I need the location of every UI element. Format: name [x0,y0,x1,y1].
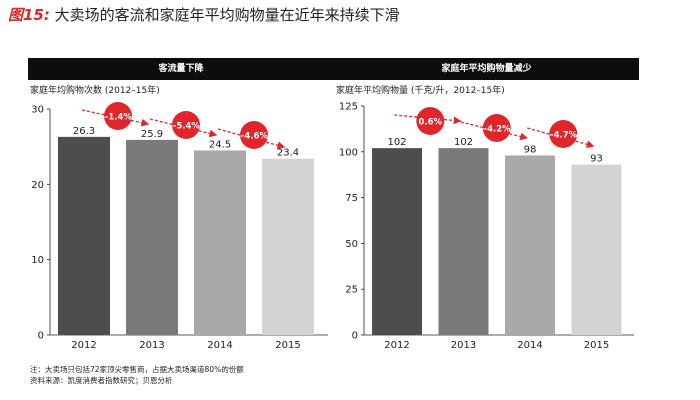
change-arrow [460,121,529,141]
change-label: –1.4% [104,113,132,123]
x-tick-label: 2015 [275,340,300,351]
y-tick-label: 0 [38,331,44,342]
change-label: –5.4% [172,122,200,132]
change-badge [482,114,511,142]
bar-value-label: 23.4 [277,148,299,159]
source-text: 资料来源：凯度消费者指数研究；贝恩分析 [30,376,173,385]
bar [438,148,489,335]
bar-chart-traffic: 0 10 20 30 26.3 2012 25.9 2013 24.5 2014 23.4 2015 –… [31,102,328,351]
change-badge [416,107,445,135]
bar-value-label: 25.9 [141,129,163,140]
x-tick-label: 2014 [517,340,542,351]
y-axis-label: 家庭年平均购物量 (千克/升，2012–15年) [336,86,505,96]
bar [372,148,422,335]
y-axis-label: 家庭年均购物次数 (2012–15年) [30,86,160,96]
bar-value-label: 24.5 [209,139,231,150]
x-tick-label: 2012 [71,340,96,351]
x-tick-label: 2015 [584,340,609,351]
bar [126,139,178,335]
figure-title: 图15: 大卖场的客流和家庭年平均购物量在近年来持续下滑 [8,4,400,25]
figure-title-text: 大卖场的客流和家庭年平均购物量在近年来持续下滑 [54,6,400,24]
bar [58,136,110,335]
change-label: –4.6% [240,132,268,142]
change-arrow [527,127,595,149]
bar-chart-volume: 0 25 50 75 100 125 102 2012 102 2013 98 2014 93 2015 0… [339,102,634,351]
chart-panel-purchase-volume: 家庭年平均购物量减少 家庭年平均购物量 (千克/升，2012–15年) 0 25 5… [334,58,639,358]
note-text: 注：大卖场只包括72家顶尖零售商，占据大卖场渠道80%的份额 [30,365,244,374]
panel-header: 客流量下降 [28,58,334,80]
change-arrow [394,114,462,125]
bar [194,150,246,335]
figure-number: 图15: [8,6,50,24]
bar [505,155,555,335]
bar-value-label: 102 [387,137,406,148]
x-tick-label: 2013 [139,340,164,351]
bar [262,158,314,335]
change-badge [172,111,200,139]
y-tick-label: 50 [345,239,358,250]
x-tick-label: 2014 [207,340,232,351]
y-tick-label: 75 [345,193,358,204]
bar-value-label: 93 [590,154,603,165]
bar-value-label: 98 [524,144,537,155]
change-badge [104,102,132,130]
bar-value-label: 26.3 [73,126,95,137]
y-tick-label: 25 [345,285,358,296]
y-tick-label: 0 [352,331,358,342]
chart-panel-customer-traffic: 客流量下降 家庭年均购物次数 (2012–15年) 0 10 20 30 26.3 201… [28,58,334,358]
change-arrow [81,109,150,127]
bar [571,164,622,335]
change-arrow [217,128,286,150]
change-badge [549,120,578,148]
panel-header: 家庭年平均购物量减少 [334,58,639,80]
y-tick-label: 10 [31,255,44,266]
footnotes: 注：大卖场只包括72家顶尖零售商，占据大卖场渠道80%的份额 资料来源：凯度消费… [30,364,244,386]
bar-value-label: 102 [454,137,473,148]
change-arrow [149,118,218,138]
y-tick-label: 30 [31,105,44,116]
y-tick-label: 20 [31,180,44,191]
x-tick-label: 2012 [384,340,409,351]
y-tick-label: 100 [339,147,358,158]
change-label: –4.2% [483,125,511,135]
x-tick-label: 2013 [451,340,476,351]
y-tick-label: 125 [339,102,358,113]
change-badge [240,121,268,149]
change-label: 0.6% [418,118,442,128]
change-label: –4.7% [549,131,577,141]
